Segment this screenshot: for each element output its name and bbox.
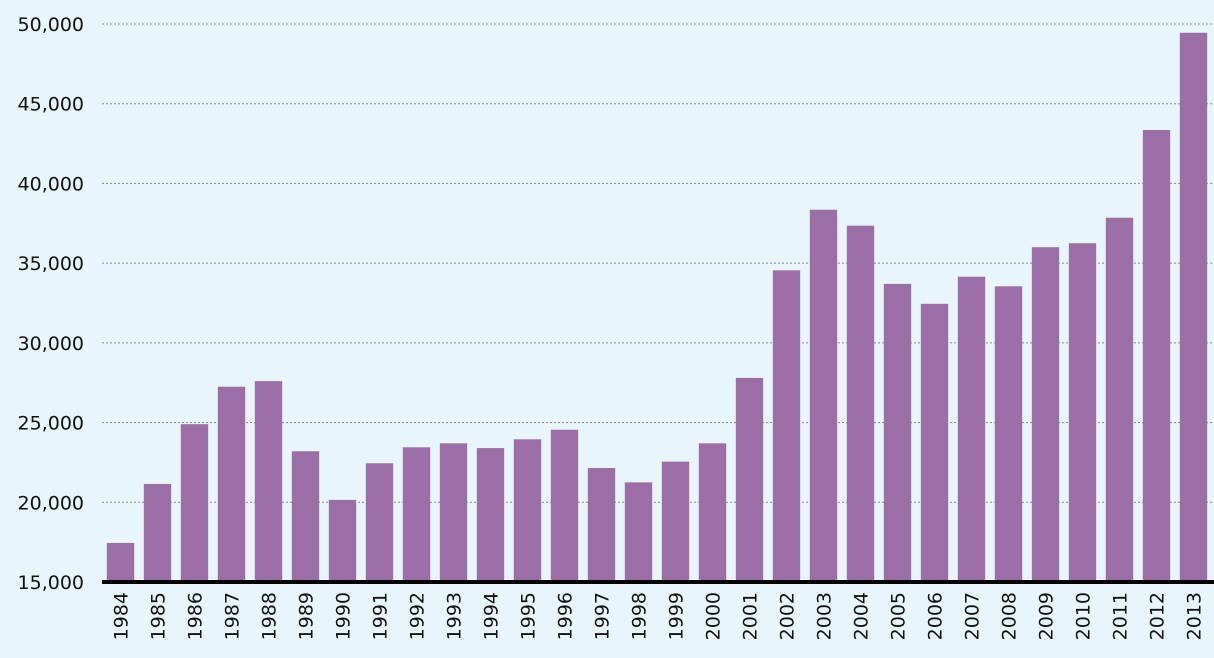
x-tick-label: 1991 (370, 592, 392, 640)
bar (328, 499, 357, 582)
x-tick-label: 1999 (666, 592, 688, 640)
x-tick-label: 1989 (296, 592, 318, 640)
x-tick-label: 1996 (555, 592, 577, 640)
y-tick-label: 40,000 (18, 173, 84, 195)
bar (550, 429, 579, 582)
y-tick-label: 15,000 (18, 572, 84, 594)
x-tick-label: 2001 (740, 592, 762, 640)
bar (365, 463, 394, 582)
bar (291, 451, 320, 582)
y-tick-label: 25,000 (18, 413, 84, 435)
bar (1031, 247, 1060, 582)
x-tick-label: 1987 (222, 592, 244, 640)
x-tick-label: 2002 (777, 592, 799, 640)
x-tick-label: 2004 (851, 592, 873, 640)
bar (624, 482, 653, 582)
y-tick-label: 30,000 (18, 333, 84, 355)
bar (402, 447, 431, 582)
bar (143, 483, 172, 582)
y-tick-label: 50,000 (18, 14, 84, 36)
bar (661, 461, 690, 582)
x-tick-label: 1984 (111, 592, 133, 640)
y-tick-label: 45,000 (18, 94, 84, 116)
bar (1105, 217, 1134, 582)
bar (846, 225, 875, 583)
y-tick-label: 20,000 (18, 492, 84, 514)
bar (439, 443, 468, 582)
bar (254, 381, 283, 582)
bar (180, 424, 209, 582)
x-tick-label: 1998 (629, 592, 651, 640)
x-tick-label: 2007 (962, 592, 984, 640)
bar (994, 286, 1023, 582)
bar (809, 209, 838, 582)
x-tick-label: 2012 (1147, 592, 1169, 640)
bar (920, 303, 949, 582)
bar (513, 439, 542, 582)
x-tick-label: 1992 (407, 592, 429, 640)
x-tick-label: 2000 (703, 592, 725, 640)
x-tick-label: 1993 (444, 592, 466, 640)
bar (106, 542, 135, 582)
bar (957, 276, 986, 582)
y-tick-label: 35,000 (18, 253, 84, 275)
x-tick-label: 1997 (592, 592, 614, 640)
bar (1142, 130, 1171, 582)
bar (735, 377, 764, 582)
bar (217, 386, 246, 582)
bar (772, 270, 801, 582)
bar (1068, 243, 1097, 582)
x-tick-label: 2003 (814, 592, 836, 640)
x-tick-label: 2006 (925, 592, 947, 640)
x-tick-label: 1985 (148, 592, 170, 640)
bar (587, 468, 616, 582)
bar (698, 443, 727, 582)
x-tick-label: 1995 (518, 592, 540, 640)
x-tick-label: 2005 (888, 592, 910, 640)
x-tick-label: 1988 (259, 592, 281, 640)
bar (1179, 32, 1208, 583)
x-tick-label: 2013 (1184, 592, 1206, 640)
bar (476, 448, 505, 582)
x-tick-label: 2011 (1110, 592, 1132, 640)
x-tick-label: 2009 (1036, 592, 1058, 640)
x-tick-label: 1986 (185, 592, 207, 640)
bar (883, 283, 912, 582)
x-tick-label: 2008 (999, 592, 1021, 640)
x-tick-label: 1990 (333, 592, 355, 640)
x-tick-label: 2010 (1073, 592, 1095, 640)
x-tick-label: 1994 (481, 592, 503, 640)
